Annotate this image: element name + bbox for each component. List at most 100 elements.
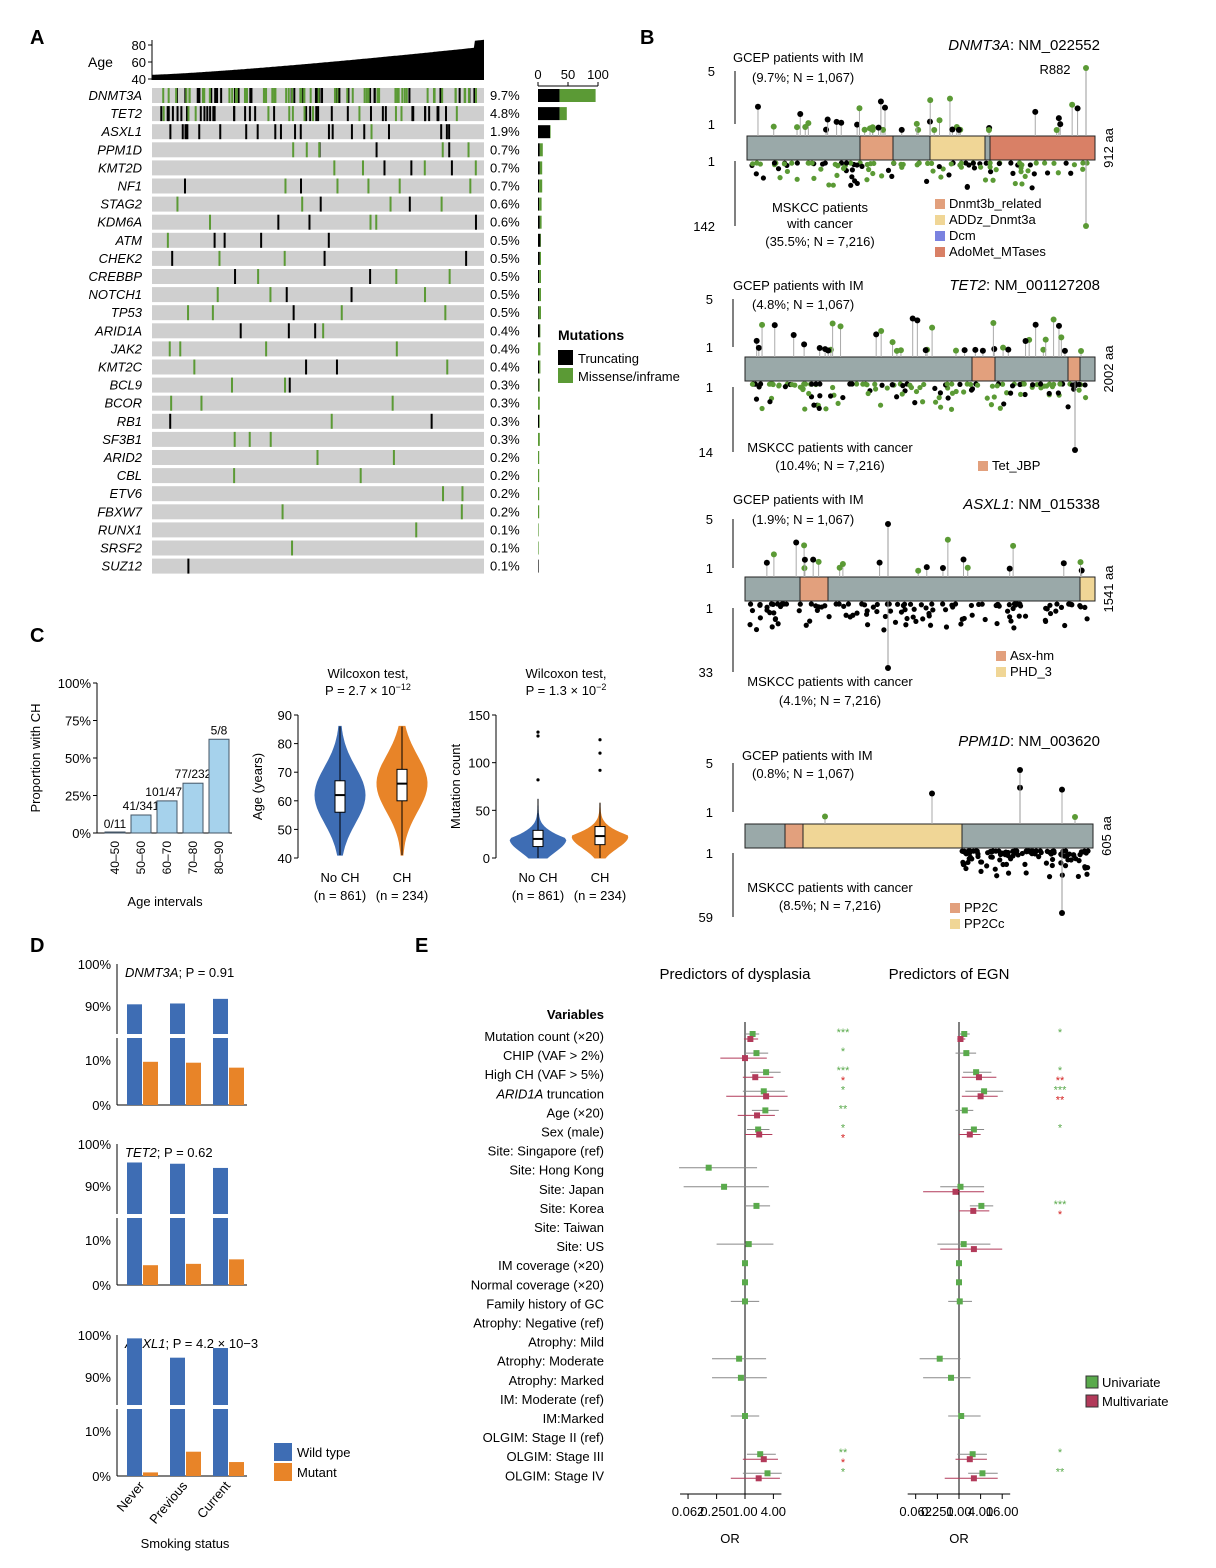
lollipop-down-head: [874, 608, 880, 615]
missense-mark: [330, 413, 333, 429]
lollipop-down-head: [772, 616, 778, 622]
e-uni-sig: *: [1058, 1123, 1063, 1135]
e-multi-sig: *: [841, 1133, 846, 1145]
lollipop-head: [914, 317, 921, 324]
lollipop-down-head: [866, 166, 872, 173]
axis-top-one: 1: [708, 117, 715, 132]
c-violin-title: Wilcoxon test,: [328, 666, 409, 681]
lollipop-down-head: [1017, 381, 1023, 388]
lollipop-down-head: [1058, 860, 1064, 866]
domain-legend-label: Dnmt3b_related: [949, 196, 1042, 211]
lollipop-down-head: [1082, 604, 1088, 611]
lollipop-head: [833, 118, 840, 125]
lollipop-head: [771, 322, 778, 329]
lollipop-head: [944, 536, 951, 543]
lollipop-down-head: [1003, 861, 1010, 867]
gene-label: ASXL1: [101, 124, 142, 139]
d-ytick: 10%: [85, 1424, 111, 1439]
lollipop-head: [839, 560, 846, 567]
e-uni-point: [742, 1260, 748, 1267]
transcript-id: : NM_015338: [1010, 496, 1100, 513]
gene-label: RUNX1: [98, 522, 142, 537]
c-violin-ytick: 0: [483, 851, 490, 866]
lollipop-head: [815, 558, 822, 565]
missense-count-bar: [539, 179, 543, 193]
missense-mark: [460, 504, 463, 520]
missense-mark: [233, 431, 236, 447]
truncating-mark: [439, 88, 442, 103]
c-bar-ytick: 25%: [65, 789, 91, 804]
gene-pct: 0.3%: [490, 396, 520, 411]
e-variable-label: Atrophy: Mild: [528, 1335, 604, 1350]
e-uni-point: [755, 1126, 762, 1133]
truncating-mark: [250, 88, 253, 103]
c-bar: [182, 782, 204, 834]
missense-count-bar: [538, 451, 540, 464]
truncating-mark: [187, 558, 190, 574]
lollipop-down-head: [1029, 185, 1035, 191]
lollipop-head: [909, 315, 916, 322]
lollipop-down-head: [840, 394, 846, 401]
lollipop-down-head: [771, 610, 777, 616]
lollipop-down-head: [1019, 181, 1025, 187]
truncating-count-bar: [538, 251, 540, 265]
gene-pct: 0.4%: [490, 341, 520, 356]
lollipop-down-head: [996, 160, 1002, 167]
missense-count-bar: [559, 89, 596, 102]
c-violin-ytick: 50: [476, 803, 490, 818]
lollipop-down-head: [961, 389, 967, 395]
missense-mark: [336, 88, 339, 103]
missense-mark: [291, 540, 294, 556]
lollipop-down-head: [854, 180, 860, 187]
truncating-count-bar: [538, 89, 560, 102]
e-uni-point: [742, 1298, 748, 1305]
c-violin-outlier: [536, 778, 540, 782]
gene-label: ARID2: [103, 450, 143, 465]
lollipop-head: [878, 327, 885, 334]
axis-bot-one: 1: [706, 601, 713, 616]
lollipop-down-head: [993, 167, 999, 173]
missense-count-bar: [539, 288, 541, 302]
gene-pct: 0.5%: [490, 287, 520, 302]
axis-bot-max: 33: [699, 665, 713, 680]
cohort-bot-label: MSKCC patients: [772, 200, 869, 215]
cohort-top-label: GCEP patients with IM: [733, 492, 864, 507]
domain-legend-swatch: [935, 215, 945, 225]
lollipop-down-head: [989, 854, 995, 860]
lollipop-down-head: [932, 399, 939, 405]
domain-legend-swatch: [996, 667, 1006, 677]
d-legend-wild-swatch: [274, 1443, 292, 1461]
missense-count-bar: [539, 360, 541, 374]
e-uni-point: [963, 1050, 970, 1057]
truncating-count-bar: [538, 125, 550, 139]
gene-pct: 0.4%: [490, 323, 520, 338]
lollipop-down-head: [1030, 382, 1036, 388]
truncating-mark: [305, 106, 308, 122]
missense-count-bar: [538, 523, 539, 537]
lollipop-down-head: [1047, 602, 1053, 608]
missense-mark: [284, 377, 287, 393]
gene-protein-title: DNMT3A: NM_022552: [948, 37, 1100, 54]
panel-label-a: A: [30, 27, 44, 49]
axis-bot-max: 59: [699, 910, 713, 925]
lollipop-head: [1000, 344, 1007, 351]
e-uni-point: [763, 1069, 770, 1076]
missense-mark: [336, 178, 339, 194]
truncating-mark: [210, 88, 213, 103]
axis-top-max: 5: [706, 756, 713, 771]
truncating-mark: [410, 160, 413, 176]
missense-mark: [394, 106, 397, 122]
lollipop-down-head: [1037, 848, 1043, 854]
truncating-mark: [199, 106, 202, 122]
truncating-mark: [220, 88, 223, 103]
truncating-mark: [335, 359, 338, 375]
lollipop-down-head: [794, 160, 800, 166]
lollipop-down-head: [929, 601, 935, 607]
lollipop-down-head: [999, 381, 1006, 387]
lollipop-head: [810, 556, 817, 563]
e-uni-point: [936, 1355, 943, 1362]
lollipop-down-head: [816, 405, 822, 412]
missense-count-bar: [538, 396, 540, 410]
e-variable-label: Atrophy: Marked: [509, 1373, 604, 1388]
